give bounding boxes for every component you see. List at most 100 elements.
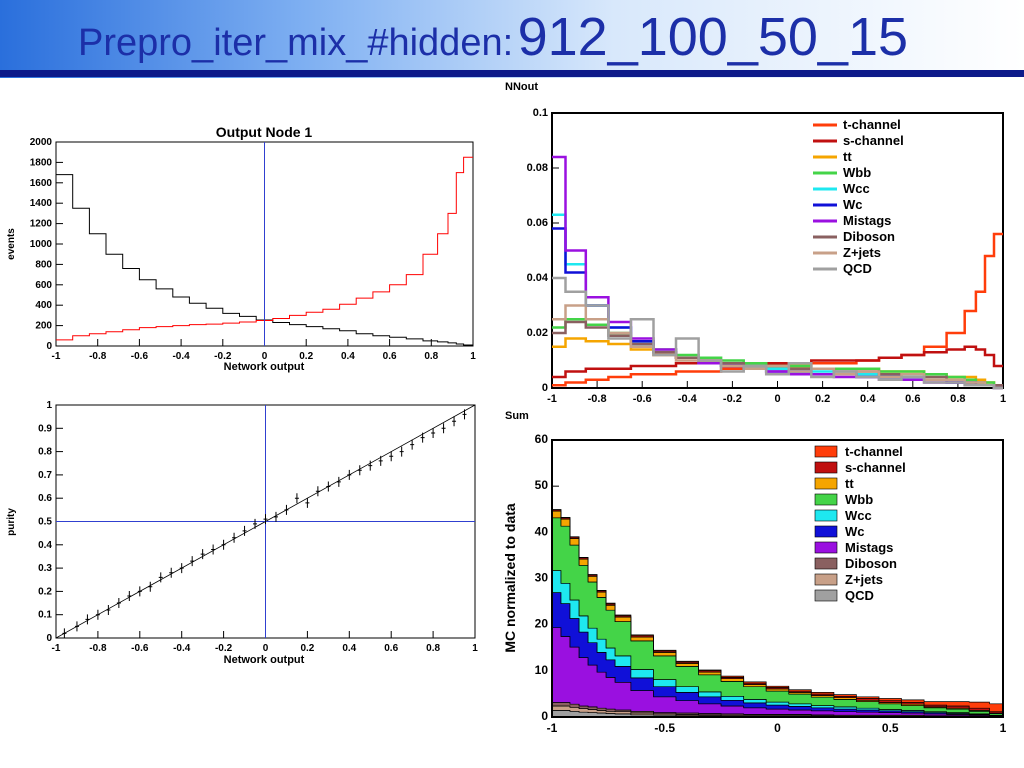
y-tick-label: 0.3 [38,563,52,574]
data-point [85,614,90,625]
data-point [242,525,247,536]
data-point [305,497,310,508]
y-tick-label: 0.4 [38,540,52,551]
y-tick-label: 10 [535,663,549,677]
data-point [347,469,352,480]
legend-label: QCD [843,261,872,276]
legend-swatch [814,461,838,474]
series-line [56,156,473,341]
y-tick-label: 0.5 [38,517,52,528]
y-tick-label: 50 [535,478,549,492]
x-tick-label: -0.8 [89,643,107,654]
y-axis-label: MC normalized to data [502,503,518,653]
chart-title: Sum [505,410,529,422]
title-bar [0,0,1024,78]
data-point [420,432,425,443]
legend-label: s-channel [843,133,904,148]
data-point [127,591,132,602]
data-point [106,605,111,616]
legend-label: QCD [845,588,874,603]
x-tick-label: -0.5 [654,721,675,735]
y-tick-label: 0.04 [527,272,549,284]
data-point [148,581,153,592]
x-tick-label: -0.2 [214,351,232,362]
data-point [462,409,467,420]
x-tick-label: 0.5 [882,721,899,735]
y-axis-label: purity [6,508,17,536]
legend-swatch [814,525,838,538]
chart-title: Output Node 1 [216,124,313,140]
legend-label: tt [845,476,854,491]
y-tick-label: 600 [35,280,52,291]
legend-label: s-channel [845,460,906,475]
x-tick-label: -0.2 [215,643,233,654]
legend-label: Diboson [845,556,897,571]
data-point [179,563,184,574]
x-tick-label: 0.6 [905,393,920,405]
y-tick-label: 20 [535,617,549,631]
data-point [294,493,299,504]
data-point [452,416,457,427]
y-tick-label: 0.1 [533,107,548,119]
data-point [284,504,289,515]
x-tick-label: 0 [774,393,780,405]
legend-label: t-channel [843,117,901,132]
x-tick-label: -0.6 [633,393,652,405]
x-tick-label: 1 [470,351,476,362]
y-tick-label: 0.7 [38,470,52,481]
x-tick-label: 1 [1000,721,1007,735]
y-tick-label: 0.08 [527,162,548,174]
data-point [378,455,383,466]
purity-chart: -1 -0.8 -0.6 -0.4 -0.2 0 0.2 0.4 0.6 0.8 1 0 0.1 0.2 0… [6,400,478,666]
data-point [116,598,121,609]
series-line-schannel [552,345,1003,379]
y-tick-label: 0.06 [527,217,548,229]
y-tick-label: 2000 [30,137,53,148]
x-tick-label: -0.4 [172,351,190,362]
x-tick-label: 0.4 [342,643,356,654]
title-underline [0,70,1024,77]
page-title: Prepro_iter_mix_#hidden: 912_100_50_15 [78,6,908,68]
y-tick-label: 400 [35,300,52,311]
y-tick-label: 0 [46,633,52,644]
data-point [315,486,320,497]
y-tick-label: 800 [35,259,52,270]
y-tick-label: 0.9 [38,423,52,434]
y-tick-label: 0.8 [38,447,52,458]
x-tick-label: 0.8 [426,643,440,654]
y-tick-label: 1 [46,400,52,411]
y-tick-label: 0.1 [38,610,52,621]
x-tick-label: -1 [547,393,557,405]
y-tick-label: 40 [535,524,549,538]
legend-label: Z+jets [845,572,883,587]
x-axis-label: Network output [224,361,305,373]
data-point [399,446,404,457]
x-tick-label: 0.6 [383,351,397,362]
output-node-chart: -1 -0.8 -0.6 -0.4 -0.2 0 0.2 0.4 0.6 0.8 1 0 200 400 6… [6,124,476,373]
legend-label: t-channel [845,444,903,459]
x-tick-label: 0.8 [424,351,438,362]
data-point [169,567,174,578]
y-tick-label: 1200 [30,219,53,230]
legend-swatch [814,445,838,458]
x-tick-label: 0.4 [341,351,355,362]
x-tick-label: 1 [1000,393,1006,405]
data-point [368,460,373,471]
legend-label: Z+jets [843,245,881,260]
data-point [95,609,100,620]
title-suffix: 912_100_50_15 [517,7,909,67]
data-point [389,451,394,462]
legend-swatch [814,509,838,522]
x-tick-label: 0 [262,351,268,362]
data-point [74,621,79,632]
x-tick-label: 1 [472,643,478,654]
x-tick-label: 0.2 [815,393,830,405]
x-tick-label: 0.4 [860,393,876,405]
data-point [326,481,331,492]
legend-label: Wcc [845,508,872,523]
legend-label: Wbb [843,165,871,180]
x-tick-label: -0.6 [131,351,149,362]
x-tick-label: 0.2 [299,351,313,362]
data-point [431,427,436,438]
plot-frame-outline [551,439,1004,718]
